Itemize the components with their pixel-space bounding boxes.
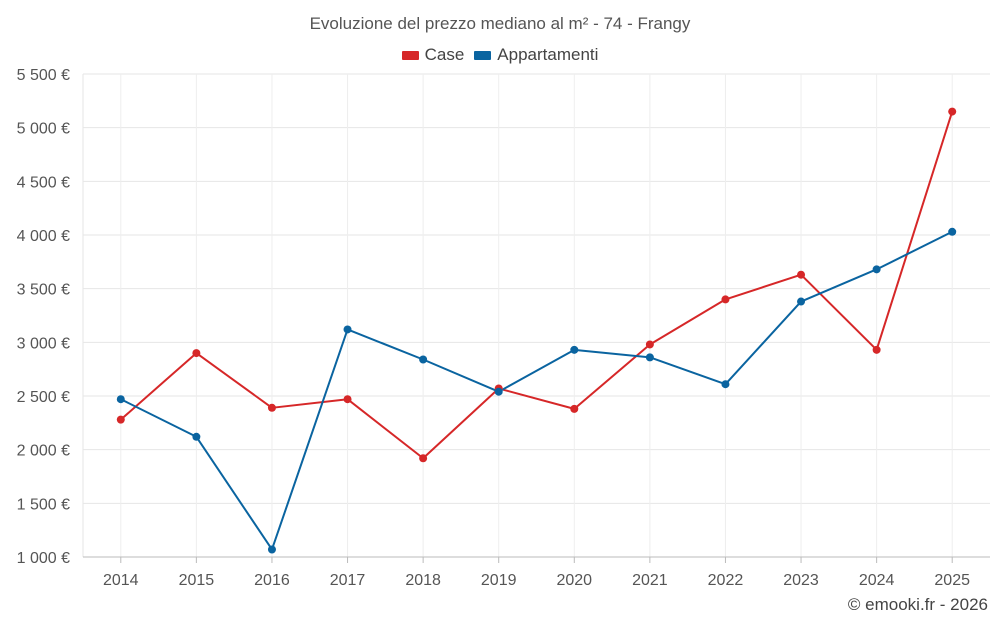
data-point-appartamenti [192,432,201,441]
data-point-appartamenti [343,325,352,334]
legend: Case Appartamenti [0,45,1000,65]
data-point-appartamenti [797,297,806,306]
data-point-appartamenti [872,265,881,274]
data-point-case [721,295,730,304]
y-tick-label: 2 500 € [17,389,70,406]
data-point-case [645,340,654,349]
y-tick-label: 4 500 € [17,174,70,191]
y-tick-label: 5 000 € [17,121,70,138]
legend-swatch-appartamenti [474,50,492,60]
x-tick-label: 2017 [330,572,366,589]
data-point-case [343,395,352,404]
y-tick-label: 5 500 € [17,67,70,84]
data-point-case [948,107,957,116]
data-point-case [419,454,428,463]
x-tick-label: 2014 [103,572,139,589]
chart-title: Evoluzione del prezzo mediano al m² - 74… [309,14,691,33]
data-point-case [872,345,881,354]
y-tick-label: 3 000 € [17,335,70,352]
y-tick-label: 1 000 € [17,550,70,567]
series-line-case [120,111,954,460]
data-point-appartamenti [116,395,125,404]
legend-item-appartamenti[interactable]: Appartamenti [474,45,598,65]
x-tick-label: 2019 [481,572,517,589]
legend-swatch-case [401,50,419,60]
data-point-case [267,403,276,412]
data-point-case [797,270,806,279]
x-tick-label: 2024 [859,572,895,589]
data-point-appartamenti [948,227,957,236]
data-point-appartamenti [721,380,730,389]
series-line-appartamenti [120,230,953,551]
x-tick-label: 2022 [708,572,744,589]
data-point-appartamenti [267,545,276,554]
y-tick-label: 3 500 € [17,282,70,299]
x-tick-label: 2021 [632,572,668,589]
data-point-appartamenti [419,355,428,364]
data-point-case [192,349,201,358]
x-tick-label: 2016 [254,572,290,589]
y-tick-label: 1 500 € [17,496,70,513]
data-point-case [116,415,125,424]
legend-label-case: Case [424,45,465,64]
data-point-appartamenti [645,353,654,362]
x-tick-label: 2015 [179,572,215,589]
x-tick-label: 2020 [556,572,592,589]
x-tick-label: 2023 [783,572,819,589]
y-tick-label: 2 000 € [17,443,70,460]
copyright-footer: © emooki.fr - 2026 [847,595,988,614]
data-point-appartamenti [494,387,503,396]
data-point-appartamenti [570,345,579,354]
x-tick-label: 2025 [934,572,970,589]
legend-item-case[interactable]: Case [401,45,465,65]
data-point-case [570,404,579,413]
x-tick-label: 2018 [405,572,441,589]
y-tick-label: 4 000 € [17,228,70,245]
legend-label-appartamenti: Appartamenti [497,45,599,64]
